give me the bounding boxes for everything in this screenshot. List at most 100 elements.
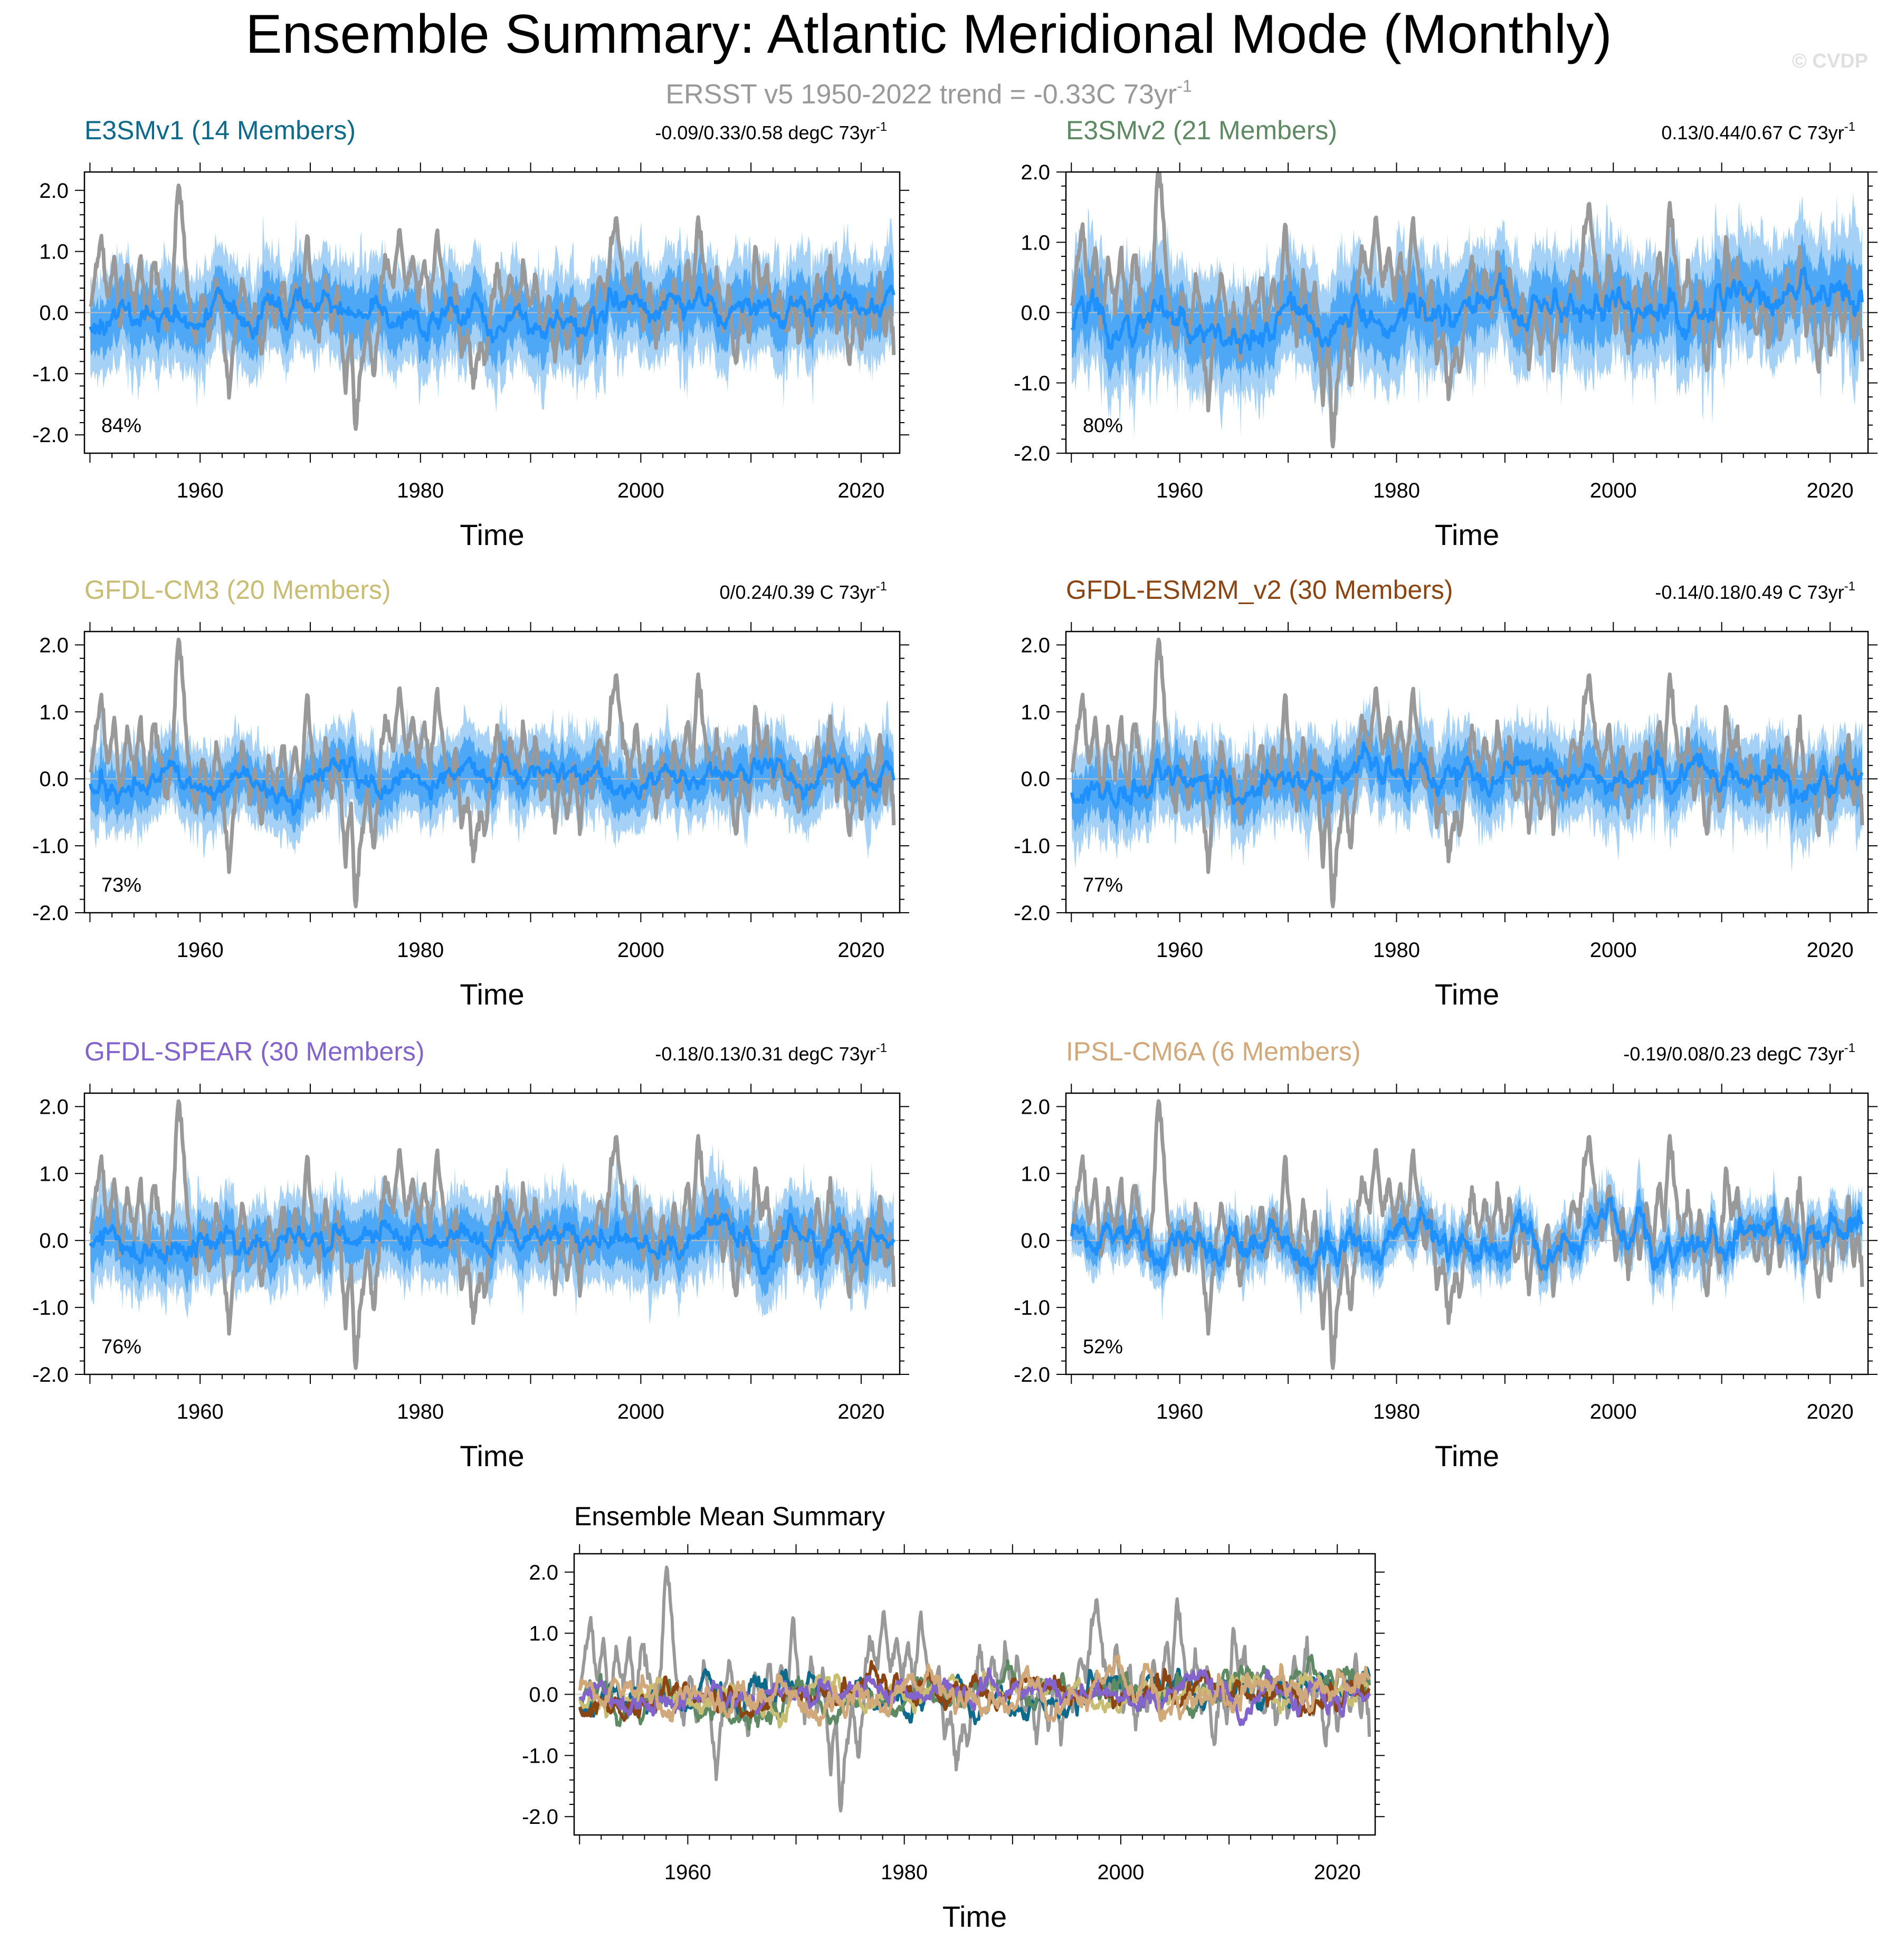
x-tick-label: 2020 — [1807, 479, 1854, 502]
panel-title: GFDL-ESM2M_v2 (30 Members) — [1066, 575, 1453, 605]
trend-label-superscript: -1 — [1844, 1041, 1855, 1055]
plot-frame — [83, 1092, 901, 1375]
x-tick-label: 1960 — [177, 939, 224, 962]
y-tick-label: -1.0 — [32, 835, 69, 858]
figure-title: Ensemble Summary: Atlantic Meridional Mo… — [245, 4, 1612, 65]
y-tick-label: 0.0 — [39, 302, 69, 325]
plot-frame — [1065, 1092, 1869, 1375]
x-axis-label: Time — [1435, 978, 1499, 1011]
x-tick-label: 2000 — [1590, 939, 1637, 962]
y-tick-label: 1.0 — [39, 1162, 69, 1185]
y-tick-label: -1.0 — [1014, 835, 1050, 858]
plot-frame — [1065, 630, 1869, 914]
trend-label-text: 0/0.24/0.39 C 73yr — [719, 581, 875, 603]
trend-label-text: -0.19/0.08/0.23 degC 73yr — [1623, 1043, 1844, 1065]
y-tick-label: 0.0 — [39, 768, 69, 791]
x-tick-label: 1980 — [881, 1861, 928, 1884]
trend-label: -0.09/0.33/0.58 degC 73yr-1 — [655, 120, 887, 144]
y-tick-label: 2.0 — [1021, 634, 1050, 657]
x-axis-label: Time — [460, 978, 524, 1011]
figure-subtitle-superscript: -1 — [1177, 77, 1192, 95]
x-tick-label: 2020 — [1807, 939, 1854, 962]
y-tick-label: -2.0 — [32, 424, 69, 447]
y-tick-label: -1.0 — [1014, 1296, 1050, 1320]
y-tick-label: 2.0 — [1021, 1095, 1050, 1118]
y-tick-label: 1.0 — [1021, 701, 1050, 724]
chart-panel-5: 1960 1980 2000 2020 2.0 1.0 0.0 -1.0 -2.0 Time GFD… — [32, 1037, 909, 1473]
panel-title: Ensemble Mean Summary — [574, 1502, 885, 1531]
x-axis-label: Time — [1435, 518, 1499, 551]
y-tick-label: -2.0 — [522, 1805, 558, 1829]
trend-label-text: -0.18/0.13/0.31 degC 73yr — [655, 1043, 875, 1065]
y-tick-label: 2.0 — [39, 1095, 69, 1118]
y-tick-label: -1.0 — [32, 362, 69, 386]
x-tick-label: 2000 — [1590, 1400, 1637, 1423]
y-tick-label: 1.0 — [39, 701, 69, 724]
plot-area — [84, 1099, 900, 1370]
y-tick-label: 0.0 — [529, 1684, 558, 1707]
plot-area — [1066, 1099, 1868, 1370]
panel-title: GFDL-SPEAR (30 Members) — [84, 1037, 425, 1066]
y-tick-label: -2.0 — [1014, 902, 1050, 925]
trend-label-text: 0.13/0.44/0.67 C 73yr — [1661, 122, 1844, 144]
y-tick-label: -1.0 — [32, 1296, 69, 1320]
observed-line — [1070, 1099, 1864, 1370]
x-tick-label: 2000 — [617, 1400, 664, 1423]
x-tick-label: 1980 — [397, 479, 444, 502]
chart-panel-4: 1960 1980 2000 2020 2.0 1.0 0.0 -1.0 -2.0 Time GFD… — [1014, 575, 1878, 1011]
plot-frame — [83, 630, 901, 914]
ensemble-mean-line — [89, 1211, 895, 1275]
y-tick-label: 2.0 — [1021, 161, 1050, 184]
x-tick-label: 1980 — [1373, 1400, 1420, 1423]
trend-label: -0.14/0.18/0.49 C 73yr-1 — [1655, 579, 1855, 603]
trend-label-superscript: -1 — [876, 1041, 887, 1055]
y-tick-label: 2.0 — [39, 634, 69, 657]
ensemble-mean-line — [89, 752, 895, 816]
watermark: © CVDP — [1792, 50, 1868, 72]
trend-label: -0.18/0.13/0.31 degC 73yr-1 — [655, 1041, 887, 1065]
x-tick-label: 1980 — [1373, 939, 1420, 962]
x-tick-label: 2000 — [617, 479, 664, 502]
x-axis-label: Time — [1435, 1439, 1499, 1473]
series-line-ipsl-cm6a — [578, 1654, 1371, 1727]
x-tick-label: 1960 — [1156, 939, 1203, 962]
ensemble-mean-line — [1070, 741, 1864, 809]
series-line-gfdl-spear — [578, 1667, 1371, 1726]
x-tick-label: 2020 — [837, 479, 884, 502]
y-tick-label: -2.0 — [1014, 442, 1050, 465]
x-tick-label: 2000 — [1097, 1861, 1144, 1884]
ensemble-mean-line — [1070, 266, 1864, 355]
x-tick-label: 1980 — [1373, 479, 1420, 502]
y-tick-label: 0.0 — [39, 1229, 69, 1253]
match-percent-label: 73% — [101, 874, 141, 896]
y-tick-label: -1.0 — [1014, 372, 1050, 395]
y-tick-label: -1.0 — [522, 1744, 558, 1767]
chart-panel-3: 1960 1980 2000 2020 2.0 1.0 0.0 -1.0 -2.0 Time GFD… — [32, 575, 909, 1011]
y-tick-label: 1.0 — [1021, 1162, 1050, 1185]
y-tick-label: 0.0 — [1021, 302, 1050, 325]
plot-area — [84, 637, 900, 909]
x-axis-label: Time — [460, 1439, 524, 1473]
plot-area — [574, 1565, 1375, 1813]
x-tick-label: 2000 — [1590, 479, 1637, 502]
match-percent-label: 76% — [101, 1336, 141, 1358]
observed-line — [89, 183, 896, 431]
y-tick-label: 2.0 — [39, 179, 69, 203]
y-tick-label: -2.0 — [32, 902, 69, 925]
x-tick-label: 2020 — [1314, 1861, 1361, 1884]
panel-title: E3SMv2 (21 Members) — [1066, 116, 1337, 145]
y-tick-label: 1.0 — [1021, 231, 1050, 254]
chart-panel-1: 1960 1980 2000 2020 2.0 1.0 0.0 -1.0 -2.0 Time E3S… — [32, 116, 909, 551]
observed-line — [1070, 172, 1864, 448]
ensemble-mean-line — [89, 284, 895, 343]
trend-label-superscript: -1 — [876, 579, 887, 594]
plot-area — [1066, 172, 1868, 448]
x-tick-label: 1960 — [1156, 1400, 1203, 1423]
panels-layer: 1960 1980 2000 2020 2.0 1.0 0.0 -1.0 -2.0 Time E3S… — [32, 116, 1878, 1933]
ensemble-mean-line — [1070, 1197, 1864, 1276]
match-percent-label: 52% — [1083, 1336, 1123, 1358]
panel-title: IPSL-CM6A (6 Members) — [1066, 1037, 1360, 1066]
trend-label-text: -0.14/0.18/0.49 C 73yr — [1655, 581, 1844, 603]
x-tick-label: 2020 — [837, 1400, 884, 1423]
